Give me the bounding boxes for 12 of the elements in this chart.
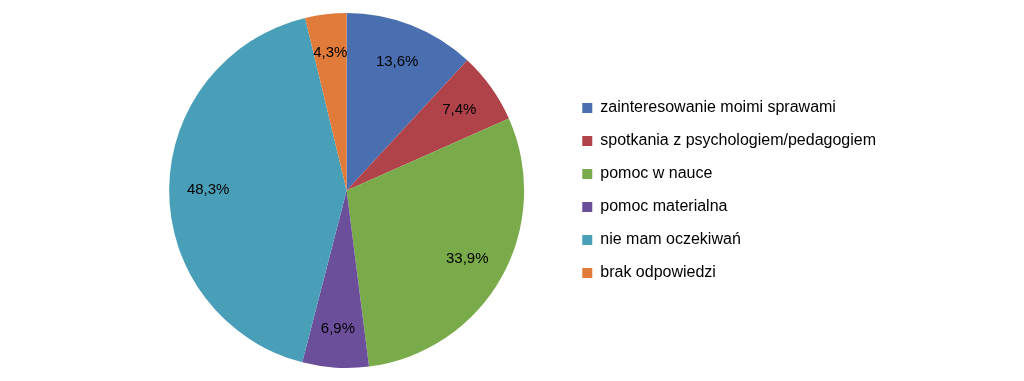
legend-label: pomoc materialna (600, 197, 728, 215)
legend-label: spotkania z psychologiem/pedagogiem (600, 131, 877, 149)
data-label: 33,9% (445, 248, 489, 266)
data-label: 6,9% (320, 318, 355, 336)
data-label: 4,3% (313, 43, 348, 61)
legend-label: nie mam oczekiwań (600, 230, 741, 248)
legend-label: pomoc w nauce (600, 164, 713, 182)
data-label: 13,6% (375, 51, 419, 69)
legend-label: zainteresowanie moimi sprawami (600, 98, 836, 116)
data-label: 48,3% (186, 179, 230, 197)
legend-label: brak odpowiedzi (600, 263, 716, 281)
data-label: 7,4% (442, 100, 477, 118)
